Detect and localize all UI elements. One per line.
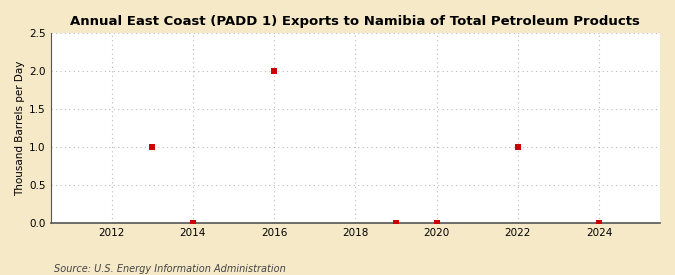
Text: Source: U.S. Energy Information Administration: Source: U.S. Energy Information Administ… [54, 264, 286, 274]
Point [431, 221, 442, 225]
Point [146, 145, 157, 149]
Point [594, 221, 605, 225]
Point [391, 221, 402, 225]
Title: Annual East Coast (PADD 1) Exports to Namibia of Total Petroleum Products: Annual East Coast (PADD 1) Exports to Na… [70, 15, 641, 28]
Point [25, 221, 36, 225]
Y-axis label: Thousand Barrels per Day: Thousand Barrels per Day [15, 60, 25, 196]
Point [188, 221, 198, 225]
Point [269, 69, 279, 73]
Point [512, 145, 523, 149]
